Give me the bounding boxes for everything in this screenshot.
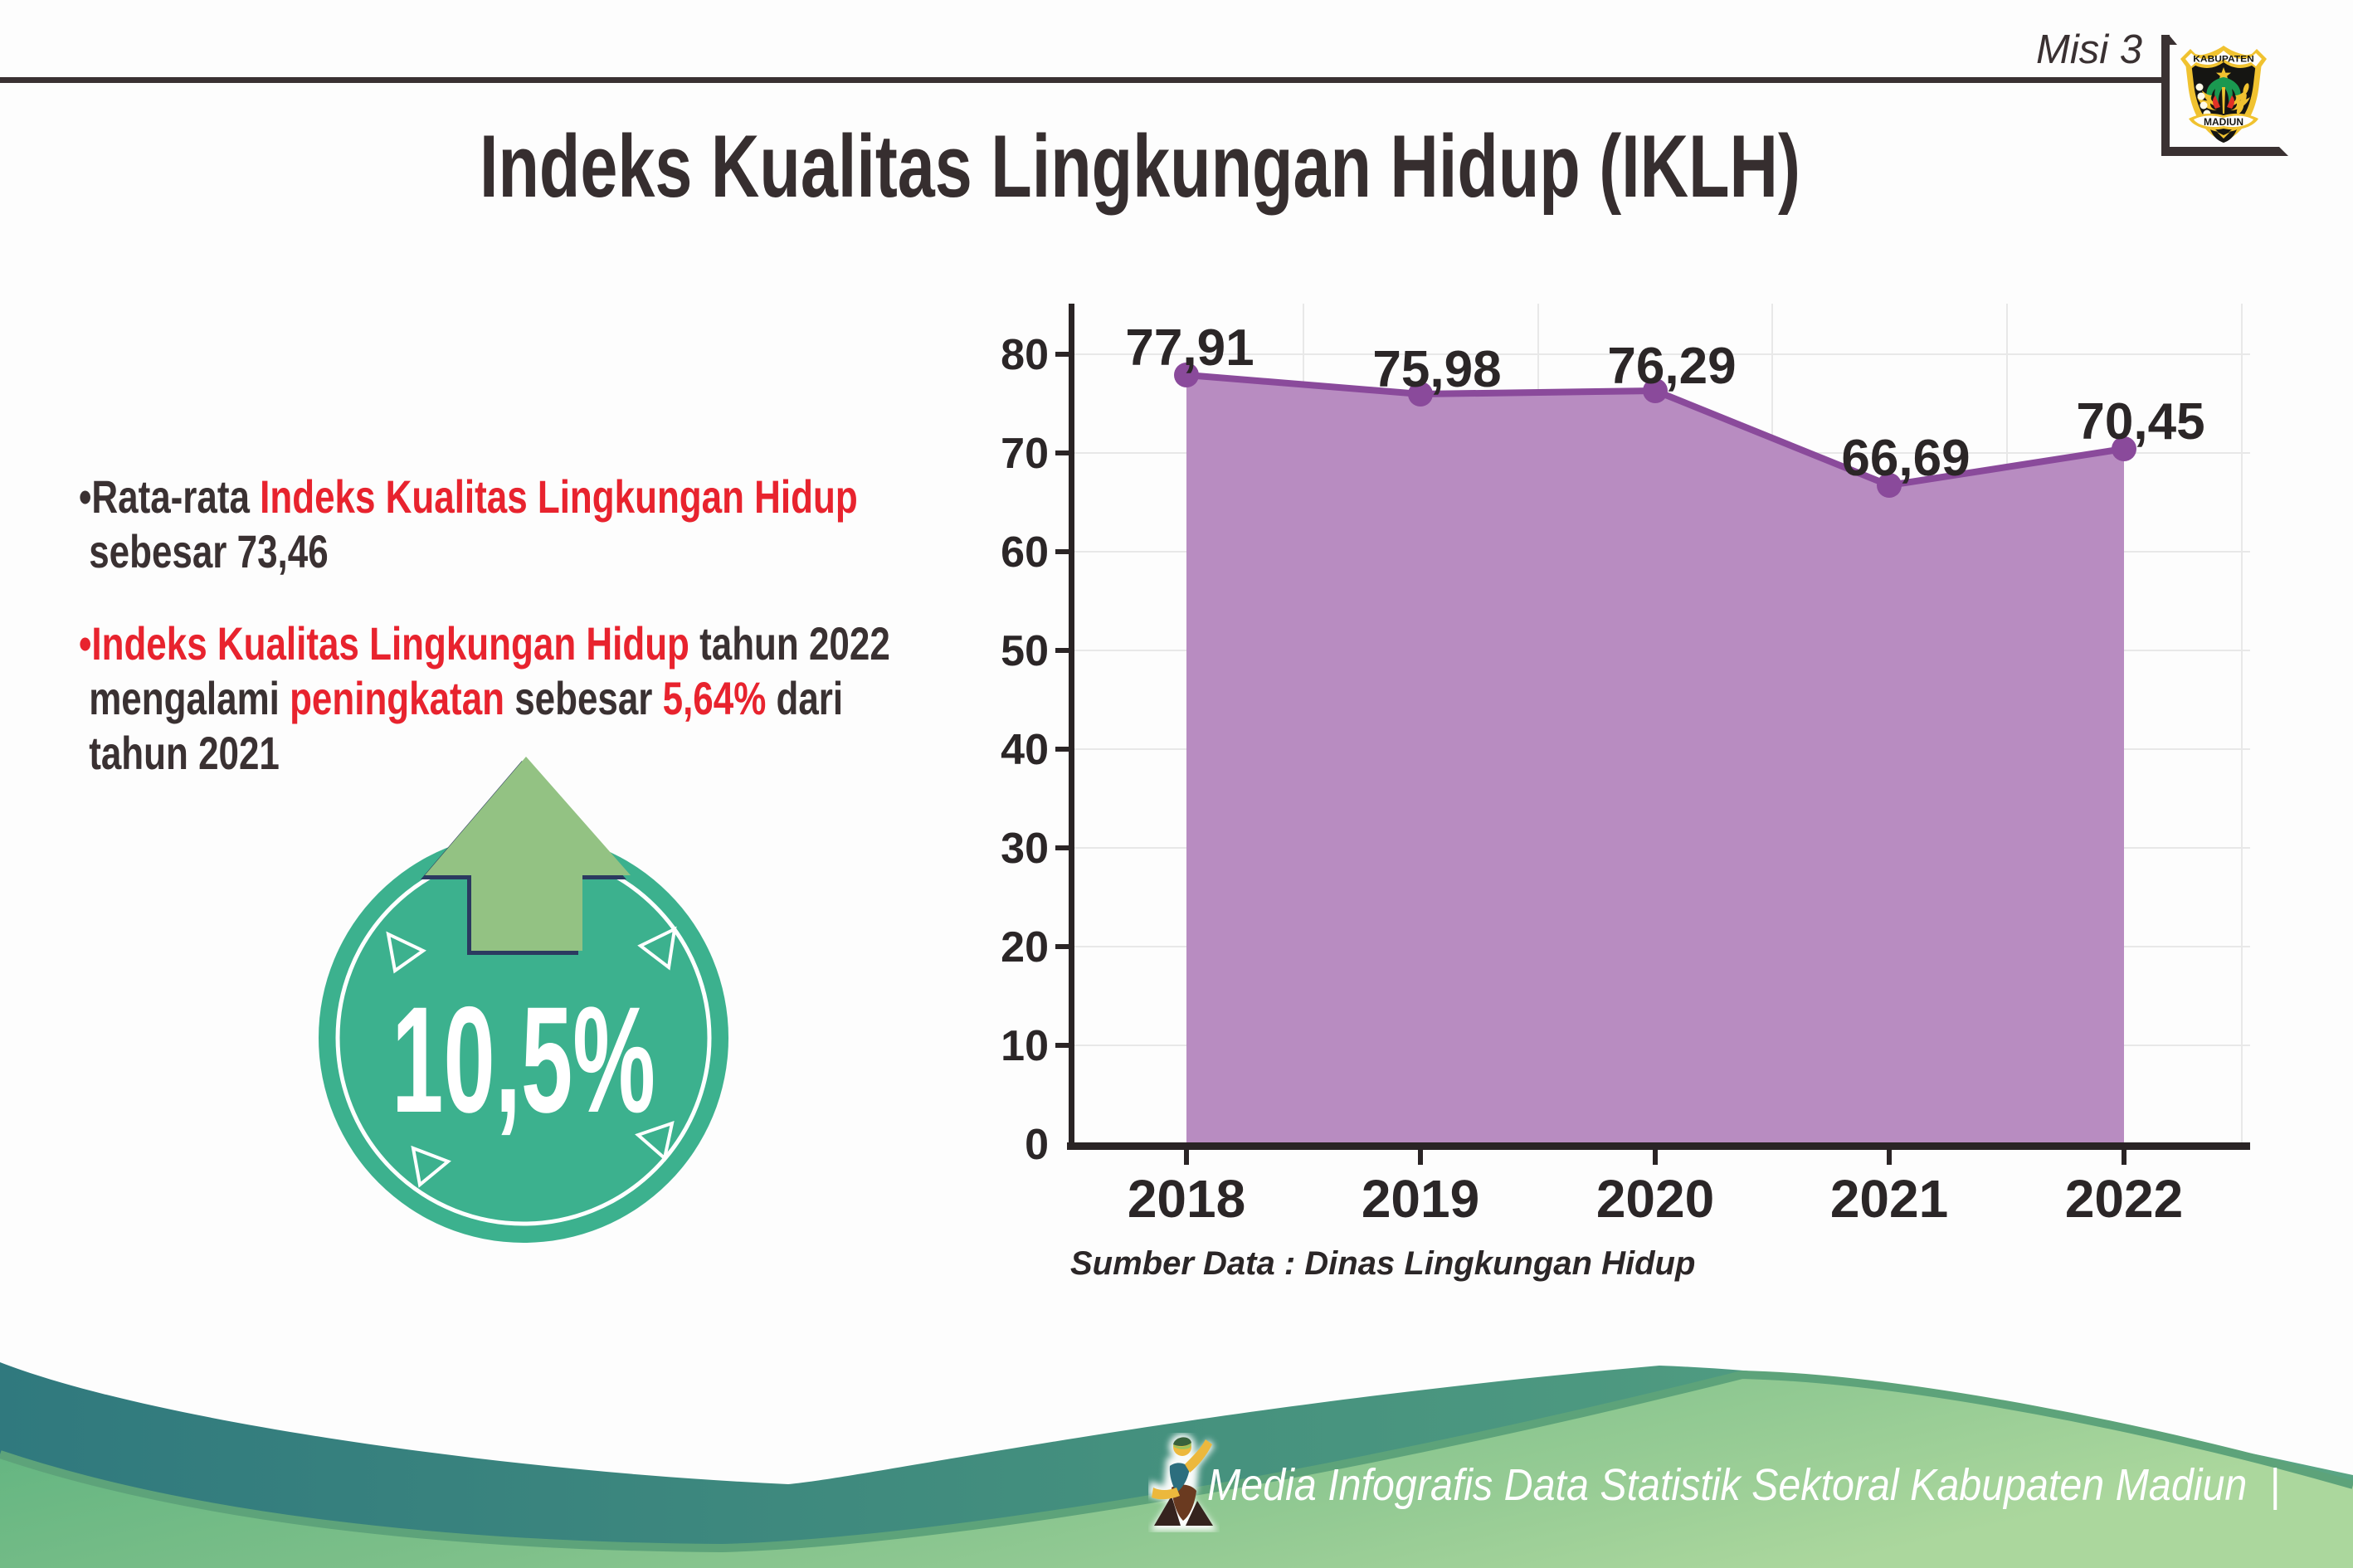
svg-text:76,29: 76,29 <box>1607 338 1736 395</box>
svg-text:Sumber Data : Dinas Lingkungan: Sumber Data : Dinas Lingkungan Hidup <box>1070 1245 1695 1282</box>
svg-text:20: 20 <box>1001 923 1049 971</box>
svg-text:80: 80 <box>1001 331 1049 379</box>
svg-text:60: 60 <box>1001 528 1049 577</box>
svg-text:2020: 2020 <box>1596 1169 1714 1229</box>
svg-text:66,69: 66,69 <box>1841 430 1970 487</box>
svg-text:2019: 2019 <box>1362 1169 1479 1229</box>
svg-text:70: 70 <box>1001 430 1049 478</box>
svg-text:40: 40 <box>1001 726 1049 774</box>
svg-text:70,45: 70,45 <box>2076 393 2204 450</box>
svg-text:10,5%: 10,5% <box>392 976 655 1144</box>
svg-text:77,91: 77,91 <box>1125 319 1254 377</box>
svg-text:30: 30 <box>1001 825 1049 873</box>
svg-text:MADIUN: MADIUN <box>2204 116 2243 128</box>
svg-text:2021: 2021 <box>1830 1169 1948 1229</box>
svg-text:2018: 2018 <box>1128 1169 1245 1229</box>
svg-text:2022: 2022 <box>2065 1169 2183 1229</box>
svg-text:75,98: 75,98 <box>1372 341 1501 398</box>
svg-text:50: 50 <box>1001 627 1049 675</box>
svg-text:0: 0 <box>1025 1121 1049 1169</box>
svg-text:10: 10 <box>1001 1022 1049 1070</box>
svg-text:KABUPATEN: KABUPATEN <box>2193 54 2253 65</box>
